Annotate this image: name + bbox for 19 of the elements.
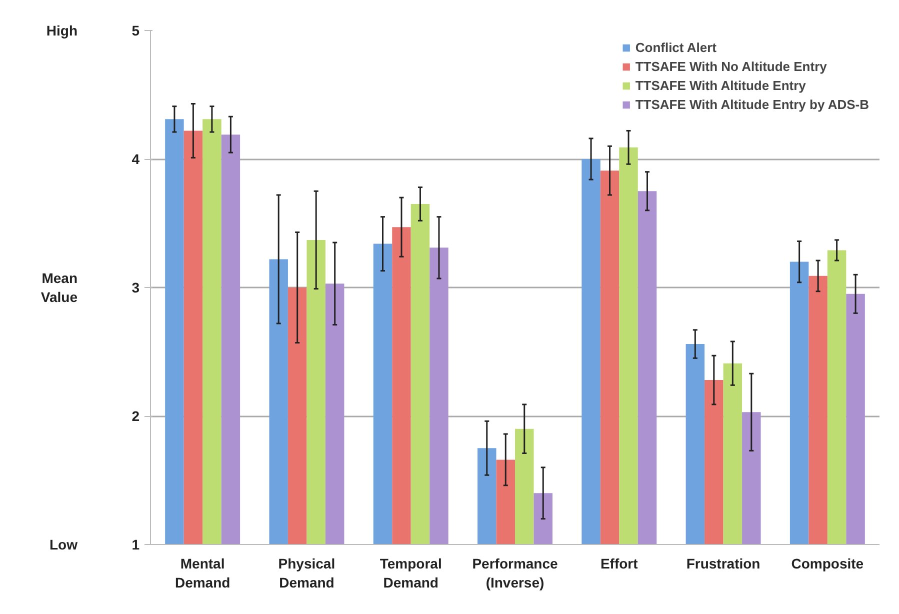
text: Low (50, 536, 78, 552)
x-tick-label: Performance (Inverse) (472, 556, 558, 591)
legend-label: TTSAFE With Altitude Entry by ADS-B (635, 97, 869, 112)
x-tick-label: Mental Demand (174, 556, 230, 591)
y-tick-label: 2 (132, 408, 140, 424)
y-tick-label: 3 (132, 280, 140, 296)
y-tick-label: 5 (132, 22, 140, 38)
x-tick-label: Frustration (686, 556, 760, 572)
legend-label: TTSAFE With No Altitude Entry (635, 59, 827, 74)
y-axis-title: Mean Value (40, 270, 78, 306)
x-tick-label: Effort (600, 556, 638, 572)
x-tick-label: Temporal Demand (380, 556, 442, 591)
x-tick-label: Composite (791, 556, 864, 572)
x-tick-label: Physical Demand (278, 556, 336, 591)
legend-label: TTSAFE With Altitude Entry (635, 78, 806, 93)
text: High (46, 22, 78, 38)
legend-label: Conflict Alert (635, 40, 716, 55)
y-tick-label: 1 (132, 536, 140, 552)
y-tick-label: 4 (132, 151, 140, 167)
